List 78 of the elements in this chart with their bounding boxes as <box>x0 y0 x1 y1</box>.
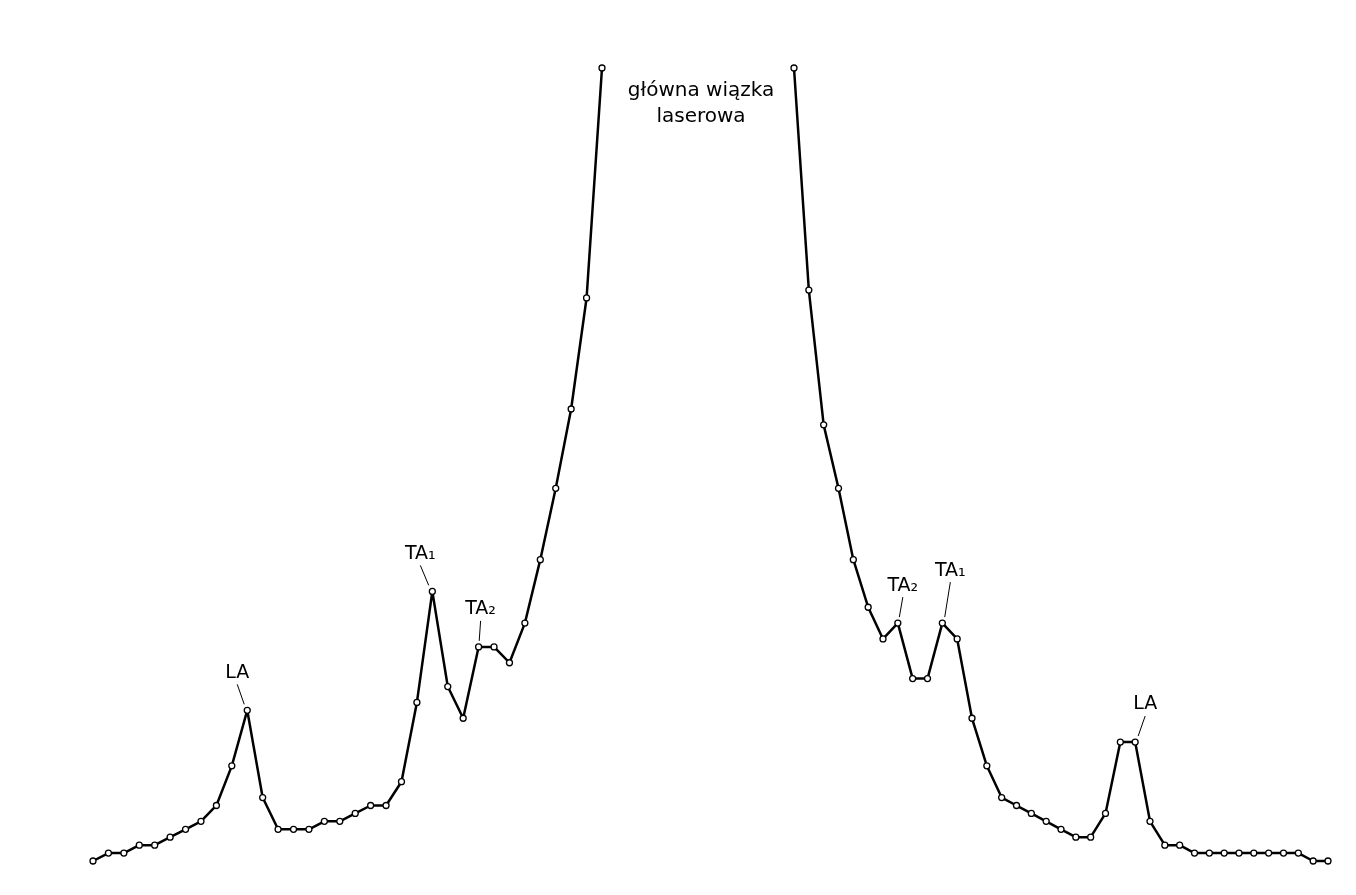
point <box>923 674 932 683</box>
point <box>805 286 813 294</box>
point <box>582 294 591 302</box>
point <box>1324 857 1332 865</box>
point <box>351 809 359 818</box>
point <box>1279 849 1288 857</box>
point <box>366 801 375 810</box>
point <box>197 817 205 825</box>
point <box>1220 849 1228 857</box>
point <box>459 714 467 722</box>
point <box>1205 849 1213 857</box>
point <box>474 643 483 651</box>
point <box>1235 849 1243 857</box>
annotation: LA <box>225 659 250 682</box>
point <box>1116 738 1124 746</box>
point <box>894 619 902 627</box>
annotation: TA₁ <box>933 557 966 580</box>
point <box>397 778 406 786</box>
point <box>1012 801 1021 810</box>
point <box>1190 849 1199 857</box>
point <box>104 849 113 857</box>
point <box>1087 833 1095 841</box>
point <box>320 817 329 825</box>
point <box>998 793 1006 802</box>
annotation: LA <box>1133 691 1158 714</box>
point <box>536 556 544 564</box>
point <box>1101 809 1110 818</box>
point <box>505 659 514 667</box>
point <box>166 833 174 841</box>
point <box>879 635 887 643</box>
point <box>567 405 575 413</box>
point <box>120 849 128 857</box>
point <box>444 682 452 691</box>
point <box>1265 849 1273 857</box>
point <box>1146 817 1154 825</box>
point <box>1131 738 1139 746</box>
point <box>1027 809 1035 818</box>
annotation: TA₁ <box>403 540 436 563</box>
point <box>1250 849 1258 857</box>
text: główna wiązka laserowa <box>626 76 776 128</box>
point <box>135 841 143 849</box>
point <box>428 587 436 596</box>
point <box>413 698 421 707</box>
point <box>212 801 221 810</box>
point <box>983 762 991 770</box>
point <box>790 64 798 72</box>
point <box>864 603 872 611</box>
point <box>89 857 97 865</box>
point <box>289 825 298 833</box>
point <box>909 674 917 683</box>
annotation: TA₂ <box>464 596 496 619</box>
point <box>1294 849 1302 857</box>
point <box>1057 825 1065 833</box>
point <box>243 706 251 714</box>
point <box>274 825 282 833</box>
point <box>305 825 313 833</box>
point <box>1072 833 1080 841</box>
point <box>1161 841 1169 849</box>
point <box>259 793 267 802</box>
point <box>953 635 961 643</box>
point <box>820 421 828 429</box>
point <box>521 619 529 627</box>
point <box>336 817 344 825</box>
point <box>552 484 560 492</box>
point <box>228 762 236 770</box>
point <box>1176 841 1184 849</box>
point <box>938 619 946 627</box>
annotation: TA₂ <box>886 572 919 595</box>
point <box>151 841 159 849</box>
point <box>1309 857 1317 865</box>
point <box>849 556 857 564</box>
point <box>1042 817 1050 825</box>
point <box>181 825 190 833</box>
point <box>968 714 976 722</box>
point <box>598 64 606 72</box>
point <box>834 484 843 492</box>
point <box>490 643 498 651</box>
point <box>382 801 390 810</box>
